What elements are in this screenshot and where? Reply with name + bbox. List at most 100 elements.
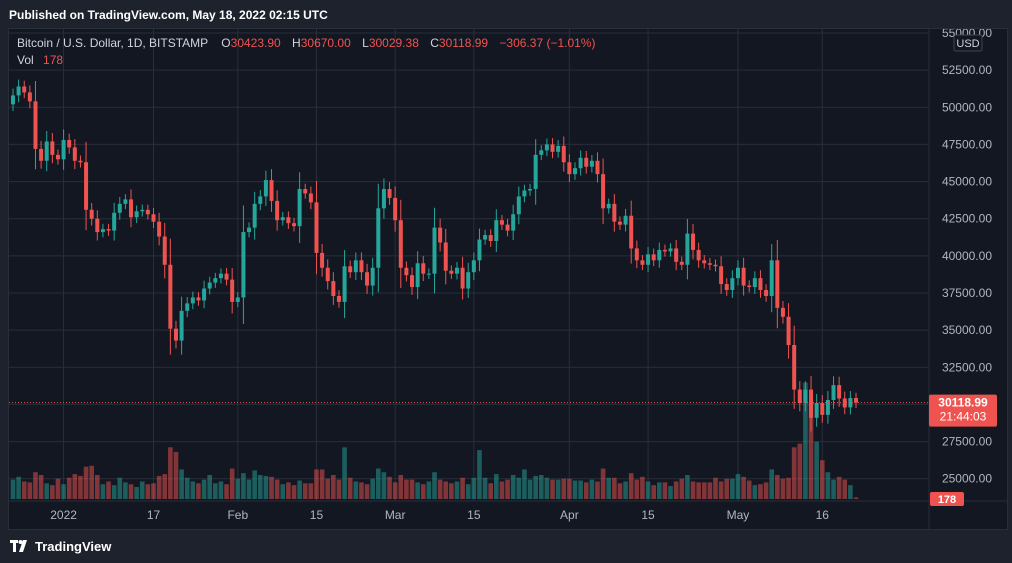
volume-bar bbox=[241, 473, 246, 499]
volume-bar bbox=[286, 482, 291, 499]
candle-body bbox=[55, 154, 60, 160]
volume-bar bbox=[179, 469, 184, 499]
candle-body bbox=[764, 290, 769, 296]
y-tick-label: 47500.00 bbox=[942, 137, 992, 151]
candle-body bbox=[556, 145, 561, 152]
y-tick-label: 27500.00 bbox=[942, 435, 992, 449]
candle-body bbox=[410, 275, 415, 288]
candle-body bbox=[820, 402, 825, 415]
legend-close-label: C bbox=[430, 36, 439, 50]
volume-bar bbox=[370, 478, 375, 499]
y-tick-label: 50000.00 bbox=[942, 100, 992, 114]
chart-frame[interactable]: 25000.0027500.0030000.0032500.0035000.00… bbox=[8, 26, 1008, 530]
volume-bar bbox=[819, 460, 825, 499]
legend-low-label: L bbox=[362, 36, 369, 50]
candle-body bbox=[691, 233, 696, 250]
y-tick-label: 25000.00 bbox=[942, 472, 992, 486]
volume-bar bbox=[89, 465, 94, 499]
candle-body bbox=[39, 148, 44, 161]
candle-body bbox=[218, 273, 223, 279]
candle-body bbox=[134, 211, 139, 218]
candle-body bbox=[359, 260, 364, 273]
tradingview-logo[interactable]: TradingView bbox=[10, 538, 111, 554]
volume-bar bbox=[595, 481, 600, 499]
candle-body bbox=[539, 150, 544, 155]
volume-bar bbox=[235, 478, 241, 499]
volume-bar bbox=[184, 477, 190, 499]
candle-body bbox=[606, 203, 611, 209]
volume-bar bbox=[33, 472, 38, 499]
volume-bar bbox=[95, 475, 100, 499]
y-tick-label: 40000.00 bbox=[942, 249, 992, 263]
candle-body bbox=[78, 160, 83, 163]
volume-bar bbox=[769, 469, 774, 499]
volume-bar bbox=[224, 484, 229, 499]
candle-body bbox=[769, 260, 774, 296]
volume-bar bbox=[325, 478, 331, 499]
candle-body bbox=[640, 260, 645, 265]
volume-bar bbox=[162, 474, 168, 499]
candle-body bbox=[365, 272, 370, 286]
legend-open-value: 30423.90 bbox=[231, 36, 281, 50]
candle-body bbox=[376, 208, 381, 268]
candle-body bbox=[387, 189, 392, 198]
volume-bar bbox=[392, 482, 398, 499]
volume-bar bbox=[516, 477, 522, 499]
candle-body bbox=[27, 92, 32, 102]
volume-bar bbox=[274, 479, 280, 499]
volume-bar bbox=[825, 472, 831, 499]
volume-bar bbox=[662, 482, 668, 499]
candle-body bbox=[235, 297, 240, 302]
candle-body bbox=[33, 101, 38, 149]
candle-body bbox=[584, 157, 589, 167]
candle-body bbox=[741, 267, 746, 286]
volume-bar bbox=[398, 475, 404, 499]
volume-bar bbox=[190, 481, 196, 499]
candle-body bbox=[713, 264, 718, 267]
volume-bar bbox=[156, 475, 162, 499]
volume-bars bbox=[10, 382, 859, 499]
volume-bar bbox=[679, 478, 685, 499]
candle-body bbox=[494, 220, 499, 241]
candle-body bbox=[252, 203, 257, 228]
volume-bar bbox=[718, 481, 724, 499]
legend-close-value: 30118.99 bbox=[439, 36, 488, 50]
volume-bar bbox=[488, 483, 493, 499]
grid bbox=[9, 29, 929, 501]
volume-bar bbox=[589, 479, 595, 499]
y-tick-label: 35000.00 bbox=[942, 323, 992, 337]
candle-body bbox=[735, 267, 740, 279]
currency-label[interactable]: USD bbox=[956, 38, 979, 50]
volume-bar bbox=[21, 481, 27, 499]
candle-body bbox=[230, 279, 235, 302]
currency-badge[interactable] bbox=[953, 34, 983, 52]
volume-bar bbox=[128, 484, 134, 499]
candle-body bbox=[601, 174, 606, 209]
candle-body bbox=[50, 141, 55, 155]
candle-body bbox=[674, 248, 679, 262]
legend-vol-value: 178 bbox=[43, 53, 63, 67]
candle-body bbox=[269, 180, 274, 201]
candle-body bbox=[353, 260, 358, 273]
volume-bar bbox=[280, 484, 286, 499]
candle-body bbox=[89, 209, 94, 219]
volume-bar bbox=[218, 481, 224, 499]
volume-bar bbox=[477, 450, 482, 499]
volume-bar bbox=[808, 402, 814, 499]
candle-body bbox=[848, 398, 853, 408]
candlestick-chart[interactable]: 25000.0027500.0030000.0032500.0035000.00… bbox=[9, 26, 1007, 529]
candle-body bbox=[668, 248, 673, 252]
candle-body bbox=[370, 267, 375, 286]
current-price-tag bbox=[929, 394, 997, 427]
candle-body bbox=[263, 180, 268, 197]
volume-bar bbox=[741, 476, 746, 499]
volume-bar bbox=[449, 483, 454, 499]
volume-bar bbox=[673, 481, 679, 499]
volume-bar bbox=[353, 481, 359, 499]
x-tick-label: 15 bbox=[641, 508, 655, 522]
legend-change: −306.37 (−1.01%) bbox=[499, 36, 595, 50]
volume-bar bbox=[72, 474, 78, 499]
candle-body bbox=[342, 266, 347, 302]
volume-bar bbox=[331, 475, 336, 499]
volume-bar bbox=[628, 473, 634, 499]
